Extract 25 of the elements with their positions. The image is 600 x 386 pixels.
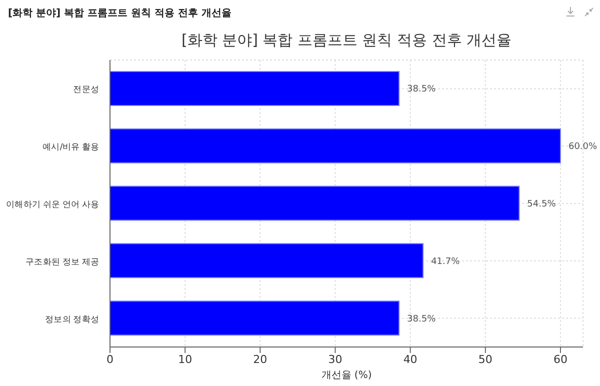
text: [화학 분야] 복합 프롬프트 원칙 적용 전후 개선율 bbox=[8, 7, 232, 20]
y-tick-label: 예시/비유 활용 bbox=[42, 142, 100, 153]
y-tick-label: 전문성 bbox=[73, 85, 99, 96]
y-tick-label: 정보의 정확성 bbox=[45, 314, 99, 325]
data-label: 54.5% bbox=[527, 199, 556, 210]
bar bbox=[110, 186, 520, 221]
x-tick-label: 0 bbox=[106, 352, 114, 366]
x-tick-label: 50 bbox=[478, 352, 492, 366]
x-tick-label: 30 bbox=[328, 352, 342, 366]
bar bbox=[110, 300, 400, 336]
data-label: 38.5% bbox=[407, 84, 436, 95]
x-tick-label: 10 bbox=[178, 352, 192, 366]
data-label: 60.0% bbox=[568, 142, 598, 152]
y-tick-label: 구조화된 정보 제공 bbox=[26, 257, 100, 268]
y-tick-label: 이해하기 쉬운 언어 사용 bbox=[6, 200, 100, 210]
x-tick-label: 20 bbox=[253, 352, 268, 366]
x-axis-title: 개선율 (%) bbox=[321, 370, 372, 381]
bar bbox=[110, 128, 561, 164]
x-tick-label: 60 bbox=[553, 352, 568, 366]
bar bbox=[110, 70, 400, 106]
x-tick-label: 40 bbox=[403, 352, 418, 366]
data-label: 41.7% bbox=[431, 256, 460, 267]
data-label: 38.5% bbox=[407, 314, 436, 324]
bar bbox=[110, 243, 424, 278]
chart-title: [화학 분야] 복합 프롬프트 원칙 적용 전후 개선율 bbox=[180, 31, 513, 50]
